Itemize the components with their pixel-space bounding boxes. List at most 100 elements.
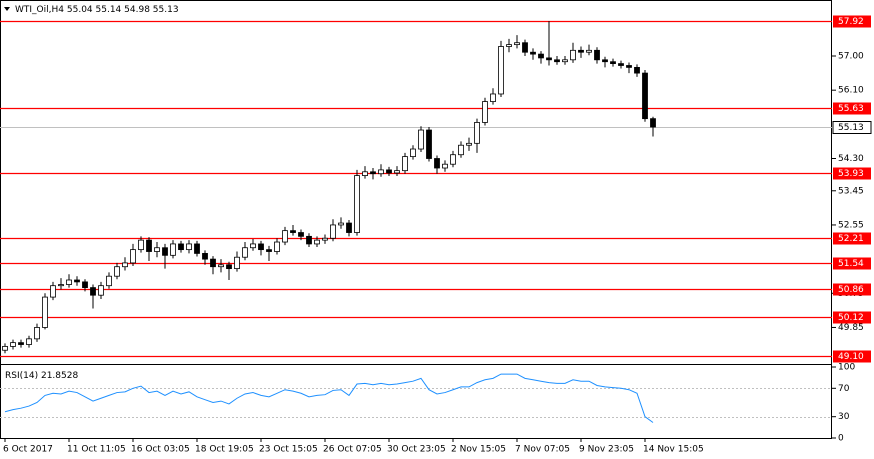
y-tick-label: 54.30: [838, 154, 864, 164]
candle-body: [202, 253, 208, 260]
y-tick-label: 52.55: [838, 220, 864, 230]
candle-body: [122, 262, 128, 268]
candle-body: [538, 53, 544, 59]
candle-body: [530, 51, 536, 55]
level-label-bg: [833, 232, 871, 245]
level-label-bg: [833, 311, 871, 324]
candle-body: [594, 49, 600, 61]
plot-frame: [0, 0, 832, 439]
candle-body: [626, 65, 632, 68]
candle-body: [314, 239, 320, 245]
candle-body: [338, 222, 344, 226]
candle-body: [482, 101, 488, 123]
y-tick-label: 49.85: [838, 323, 864, 333]
candle-body: [402, 156, 408, 172]
candle-body: [570, 49, 576, 61]
current-price-label: 55.13: [838, 123, 864, 133]
level-label: 49.10: [838, 352, 864, 362]
level-label: 55.63: [838, 104, 864, 114]
menu-icon: [4, 7, 10, 11]
candle-body: [154, 247, 160, 252]
candle-body: [322, 237, 328, 241]
level-label: 51.54: [838, 259, 864, 269]
candle-body: [290, 230, 296, 233]
candle-body: [90, 287, 96, 296]
y-tick-label: 53.45: [838, 186, 864, 196]
candle-body: [306, 235, 312, 245]
candle-body: [634, 66, 640, 74]
candle-body: [178, 243, 184, 251]
rsi-header: RSI(14) 21.8528: [5, 371, 78, 381]
level-label-bg: [833, 283, 871, 296]
candle-body: [330, 224, 336, 239]
candle-body: [610, 61, 616, 65]
x-tick-label: 9 Nov 23:05: [579, 445, 634, 455]
y-tick-label: 100: [838, 363, 855, 373]
y-tick-label: 0: [838, 434, 844, 444]
candle-body: [514, 42, 520, 46]
candle-body: [218, 264, 224, 268]
candle-body: [170, 243, 176, 256]
level-label-bg: [833, 257, 871, 270]
x-tick-label: 11 Oct 11:05: [67, 445, 126, 455]
rsi-line: [4, 373, 654, 423]
candle-body: [434, 158, 440, 169]
candle-body: [386, 169, 392, 174]
candle-body: [10, 342, 16, 347]
candle-body: [498, 46, 504, 95]
candle-body: [578, 49, 584, 53]
low-readout: 54.98: [124, 5, 150, 15]
open-readout: 55.04: [67, 5, 93, 15]
level-label-bg: [833, 167, 871, 180]
candle-body: [138, 239, 144, 251]
candle-body: [274, 241, 280, 252]
candle-body: [602, 59, 608, 63]
symbol: WTI_Oil,H4: [15, 5, 64, 15]
candle-body: [354, 175, 360, 233]
candle-body: [98, 285, 104, 296]
candle-body: [66, 279, 72, 285]
level-label: 50.12: [838, 313, 864, 323]
candle-body: [618, 63, 624, 66]
candle-body: [466, 142, 472, 146]
candle-body: [130, 249, 136, 264]
candle-body: [242, 247, 248, 258]
candle-body: [210, 258, 216, 268]
candle-body: [266, 249, 272, 252]
candle-body: [450, 154, 456, 165]
candle-body: [258, 243, 264, 251]
candle-body: [562, 59, 568, 63]
header: WTI_Oil,H4 55.04 55.14 54.98 55.13: [15, 5, 179, 15]
rsi-title: RSI(14): [5, 371, 38, 381]
candle-body: [346, 222, 352, 233]
candle-body: [50, 285, 56, 298]
candle-body: [114, 266, 120, 277]
level-label: 50.86: [838, 285, 864, 295]
close-readout: 55.13: [153, 5, 179, 15]
x-tick-label: 30 Oct 23:05: [387, 445, 446, 455]
candle-body: [234, 256, 240, 270]
y-tick-label: 30: [838, 412, 850, 422]
candle-body: [162, 247, 168, 256]
y-tick-label: 56.10: [838, 86, 864, 96]
candle-body: [298, 232, 304, 237]
candle-body: [394, 170, 400, 174]
candle-body: [546, 57, 552, 61]
candle-body: [522, 42, 528, 53]
level-label-bg: [833, 350, 871, 363]
level-label: 53.93: [838, 169, 864, 179]
candle-body: [370, 171, 376, 175]
candle-body: [554, 59, 560, 63]
candle-body: [586, 49, 592, 53]
candle-body: [194, 243, 200, 254]
candle-body: [418, 129, 424, 150]
candle-body: [282, 230, 288, 243]
candle-body: [410, 148, 416, 158]
candle-body: [34, 327, 40, 340]
x-tick-label: 2 Nov 15:05: [451, 445, 506, 455]
candle-body: [490, 93, 496, 102]
rsi-current: 21.8528: [41, 371, 78, 381]
x-tick-label: 6 Oct 2017: [3, 445, 53, 455]
current-price-box: [832, 121, 872, 134]
candle-body: [26, 338, 32, 345]
